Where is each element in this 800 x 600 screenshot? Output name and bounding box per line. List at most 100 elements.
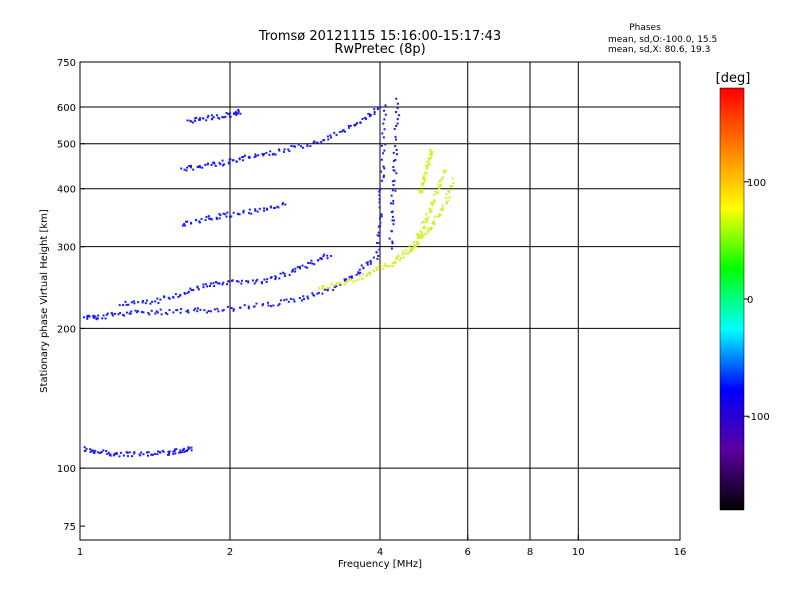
data-point-o: [383, 128, 386, 131]
data-point-o: [247, 280, 250, 283]
data-point-o: [229, 158, 232, 161]
data-point-x: [419, 234, 422, 237]
data-point-x: [438, 215, 441, 218]
data-point-o: [216, 218, 219, 221]
data-point-o: [234, 110, 237, 113]
data-point-o: [195, 116, 198, 119]
data-point-x: [423, 233, 426, 236]
data-point-o: [232, 308, 235, 311]
data-point-o: [290, 145, 293, 148]
data-point-x: [412, 241, 415, 244]
data-point-o: [380, 170, 383, 173]
data-point-x: [425, 213, 428, 216]
data-point-o: [238, 213, 241, 216]
data-point-o: [115, 452, 118, 455]
data-point-o: [184, 292, 187, 295]
data-point-o: [316, 292, 319, 295]
data-point-x: [426, 164, 429, 167]
data-point-o: [248, 212, 251, 215]
data-point-o: [207, 310, 210, 313]
data-point-x: [421, 188, 424, 191]
data-point-x: [431, 204, 434, 207]
data-point-o: [380, 158, 383, 161]
data-point-o: [147, 451, 150, 454]
data-point-o: [137, 301, 140, 304]
data-point-o: [277, 304, 280, 307]
data-point-o: [294, 145, 297, 148]
data-point-o: [156, 297, 159, 300]
data-point-o: [130, 310, 133, 313]
data-point-x: [417, 236, 420, 239]
data-point-o: [231, 279, 234, 282]
data-point-o: [185, 169, 188, 172]
data-point-o: [392, 183, 395, 186]
data-point-x: [423, 220, 426, 223]
data-point-o: [395, 125, 398, 128]
data-point-x: [361, 277, 364, 280]
data-point-o: [392, 223, 395, 226]
data-point-x: [423, 225, 426, 228]
data-point-o: [261, 153, 264, 156]
data-point-o: [247, 281, 250, 284]
data-point-o: [204, 163, 207, 166]
data-point-x: [429, 153, 432, 156]
x-tick-label: 6: [465, 547, 471, 558]
data-point-o: [235, 280, 238, 283]
data-point-o: [260, 282, 263, 285]
data-point-x: [426, 166, 429, 169]
data-point-o: [194, 117, 197, 120]
data-point-o: [181, 224, 184, 227]
data-point-o: [129, 312, 132, 315]
data-point-o: [179, 449, 182, 452]
data-point-o: [237, 110, 240, 113]
data-point-x: [423, 174, 426, 177]
data-point-o: [232, 211, 235, 214]
data-point-x: [368, 272, 371, 275]
data-point-o: [221, 115, 224, 118]
data-point-o: [380, 144, 383, 147]
data-point-x: [428, 211, 431, 214]
data-point-x: [403, 252, 406, 255]
x-axis-ticks: 1 2 4 6 8 10 16: [77, 535, 686, 558]
data-point-x: [429, 150, 432, 153]
data-point-x: [397, 254, 400, 257]
data-point-o: [105, 449, 108, 452]
data-point-o: [301, 264, 304, 267]
data-point-o: [221, 309, 224, 312]
data-point-o: [288, 150, 291, 153]
data-point-o: [145, 451, 148, 454]
data-point-o: [263, 278, 266, 281]
data-point-x: [429, 209, 432, 212]
data-point-o: [278, 148, 281, 151]
data-point-o: [245, 280, 248, 283]
data-point-o: [179, 311, 182, 314]
data-point-x: [419, 236, 422, 239]
data-point-o: [239, 306, 242, 309]
data-point-o: [172, 453, 175, 456]
data-point-o: [102, 314, 105, 317]
data-point-o: [185, 449, 188, 452]
data-point-o: [353, 124, 356, 127]
data-point-o: [92, 314, 95, 317]
data-point-o: [390, 211, 393, 214]
data-point-o: [323, 288, 326, 291]
data-point-o: [376, 108, 379, 111]
data-point-x: [415, 241, 418, 244]
data-point-x: [438, 180, 441, 183]
data-point-o: [348, 126, 351, 129]
data-point-o: [326, 289, 329, 292]
data-point-o: [188, 165, 191, 168]
data-point-o: [300, 299, 303, 302]
data-point-o: [159, 451, 162, 454]
data-point-o: [209, 310, 212, 313]
data-point-x: [438, 213, 441, 216]
data-point-o: [186, 119, 189, 122]
data-point-o: [229, 115, 232, 118]
data-point-x: [445, 193, 448, 196]
data-point-o: [381, 132, 384, 135]
data-point-o: [209, 282, 212, 285]
data-point-x: [427, 160, 430, 163]
data-point-o: [378, 206, 381, 209]
data-point-o: [174, 293, 177, 296]
data-point-o: [162, 450, 165, 453]
